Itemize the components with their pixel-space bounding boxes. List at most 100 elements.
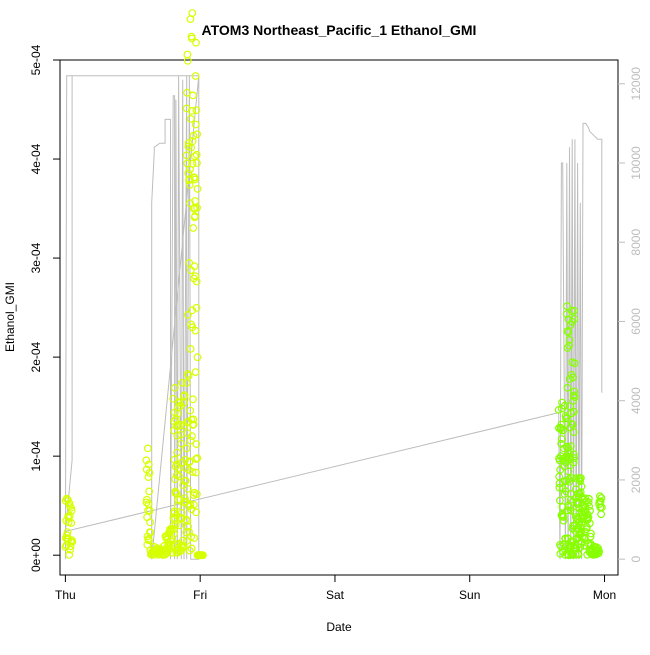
data-point [186,114,195,123]
data-point [191,326,200,335]
data-point [175,521,184,530]
data-point [189,224,198,232]
data-point [177,439,186,448]
data-point [191,197,200,205]
data-point [183,56,192,65]
data-point [193,203,202,212]
y-right-tick-label: 0 [629,555,643,562]
data-point [67,506,76,515]
data-point [571,508,579,517]
data-point [193,454,202,463]
data-point [566,506,575,515]
data-point [188,9,197,18]
data-point [555,483,564,492]
data-point [192,277,201,286]
data-point [144,473,153,482]
y-left-tick-label: 0e+00 [29,538,43,572]
chart-title: ATOM3 Northeast_Pacific_1 Ethanol_GMI [202,22,477,38]
data-point [145,487,154,496]
data-point [182,379,191,387]
data-point [66,502,74,511]
data-point [182,515,191,524]
data-point [556,496,564,505]
data-point [191,272,200,281]
data-point [586,506,594,515]
data-point [67,519,76,527]
data-point [564,534,572,543]
data-point [595,547,603,556]
data-point [171,520,180,529]
data-point [182,104,191,113]
data-point [179,481,188,489]
data-point [192,303,201,312]
data-point [181,476,190,485]
data-point [173,431,182,440]
data-point [186,199,195,208]
data-points-layer [61,9,606,560]
data-point [144,500,153,508]
data-point [192,106,201,114]
data-point [569,373,577,382]
data-point [189,420,198,429]
data-point [68,538,76,546]
data-point [189,91,197,100]
data-point [596,492,604,501]
data-point [570,359,579,368]
data-point [193,184,202,193]
data-point [570,387,579,396]
data-point [570,315,579,323]
data-point [193,159,201,167]
data-point [170,530,178,538]
data-point [576,543,585,552]
data-point [193,130,202,139]
y-right-tick-label: 4000 [629,387,643,414]
data-point [563,383,572,392]
data-point [183,517,192,525]
data-point [178,378,187,387]
x-tick-label: Mon [593,588,616,602]
data-point [559,426,568,434]
data-point [584,498,593,507]
data-point [173,460,182,469]
data-point [142,495,151,504]
data-point [65,551,74,559]
data-point [192,440,201,449]
data-point [183,485,192,493]
data-point [146,518,155,527]
data-point [569,458,578,467]
data-point [145,536,153,545]
data-point [559,513,568,521]
data-point [559,516,568,525]
data-point [144,535,153,544]
data-point [142,456,151,465]
data-point [597,503,606,512]
data-point [562,442,571,451]
data-point [563,327,572,336]
data-point [183,50,192,59]
data-point [66,545,75,554]
data-point [180,494,189,503]
data-point [587,529,595,538]
y-axis-label: Ethanol_GMI [3,282,17,352]
data-point [557,435,566,443]
data-point [183,370,192,378]
data-point [190,262,199,271]
data-point [187,544,196,553]
data-point [142,498,151,507]
data-point [188,137,197,146]
data-point [185,527,193,536]
data-point [571,393,579,402]
data-point [185,546,194,555]
data-point [170,417,179,426]
data-point [193,353,202,362]
data-point [198,551,207,560]
data-point [567,442,575,451]
data-point [168,534,177,543]
data-point [63,528,72,536]
data-point [67,504,75,512]
data-point [186,501,195,510]
data-point [186,436,195,445]
y-left-tick-label: 3e-04 [29,242,43,273]
data-point [577,474,585,482]
